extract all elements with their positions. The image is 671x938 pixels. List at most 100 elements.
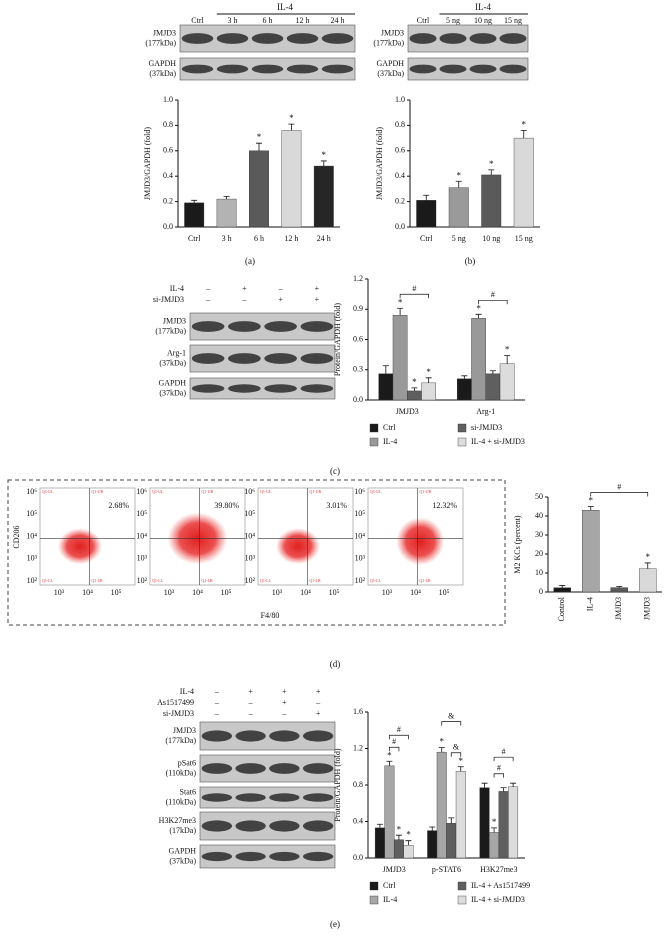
treatment-mark: –: [248, 709, 254, 718]
blot-band: [302, 793, 334, 802]
panel-d-frame: [7, 479, 506, 626]
blot-band: [286, 33, 319, 44]
error-bar: [438, 747, 445, 753]
error-bar: [488, 169, 495, 175]
legend-swatch: [369, 881, 379, 891]
bar: [498, 791, 509, 859]
flow-y-label: CD206: [12, 525, 21, 548]
flow-y-tick: 10³: [245, 554, 256, 563]
treatment-mark: +: [248, 687, 253, 696]
blot-strip: [199, 844, 336, 869]
legend-label: Ctrl: [383, 881, 396, 890]
significance: *: [387, 750, 392, 760]
blot-band: [469, 33, 497, 44]
blot-size: (37kDa): [377, 69, 404, 78]
x-tick-label: 5 ng: [452, 234, 466, 243]
significance: *: [476, 303, 481, 313]
blot-band: [269, 851, 300, 862]
quadrant-label: Q1-LL: [42, 578, 54, 583]
bracket-label: &: [448, 711, 455, 720]
y-tick-label: 0.8: [395, 120, 405, 129]
legend-label: IL-4 + si-JMJD3: [471, 895, 525, 904]
y-tick-label: 1.0: [395, 95, 405, 104]
bar: [553, 587, 572, 593]
blot-size: (177kDa): [373, 38, 404, 47]
treatment-mark: +: [316, 709, 321, 718]
bracket: [493, 756, 514, 762]
blot-band: [235, 730, 266, 742]
significance: *: [646, 552, 651, 562]
error-bar: [382, 365, 389, 374]
x-tick-label: 6 h: [254, 234, 264, 243]
blot-band: [216, 64, 249, 74]
error-bar: [376, 823, 383, 828]
treatment-name: IL-4: [170, 284, 184, 293]
flow-y-tick: 10²: [245, 576, 256, 585]
y-tick-label: 0.0: [395, 222, 405, 231]
y-tick-label: 20: [535, 549, 543, 558]
blot-band: [264, 353, 297, 364]
significance: *: [489, 159, 494, 169]
flow-y-tick: 10⁴: [354, 531, 365, 540]
blot-band: [409, 64, 437, 74]
blot-band: [300, 353, 334, 364]
quadrant-label: Q1-LR: [201, 578, 213, 583]
flow-x-label: F4/80: [261, 611, 280, 620]
blot-band: [302, 820, 334, 832]
x-tick-label: JMJD3: [383, 865, 406, 874]
blot-protein: Stat6: [180, 787, 196, 796]
y-axis-label: JMJD3/GAPDH (fold): [143, 127, 152, 200]
blot-band: [235, 763, 266, 774]
treatment-mark: –: [214, 687, 220, 696]
blot-size: (177kDa): [155, 326, 186, 335]
cell-cloud: [396, 517, 445, 566]
lane-label: 12 h: [296, 16, 310, 25]
blot-band: [251, 33, 284, 44]
blot-header: IL-4: [475, 2, 491, 12]
x-tick-label: 15 ng: [515, 234, 533, 243]
cell-cloud: [275, 528, 320, 565]
quadrant-label: Q1-UL: [260, 489, 272, 494]
blot-band: [439, 64, 467, 74]
treatment-mark: –: [205, 295, 211, 304]
bracket-label: #: [412, 284, 416, 293]
error-bar: [288, 123, 295, 131]
blot-band: [499, 33, 527, 44]
bar: [489, 832, 500, 859]
error-bar: [429, 826, 436, 831]
treatment-mark: –: [248, 698, 254, 707]
blot-size: (177kDa): [145, 38, 176, 47]
flow-y-tick: 10⁶: [354, 487, 365, 496]
panel-label: (c): [330, 466, 340, 476]
blot-protein: pSat6: [178, 758, 196, 767]
y-tick-label: 0.8: [353, 780, 363, 789]
gate-percent: 12.32%: [432, 501, 457, 510]
blot-band: [181, 33, 214, 44]
treatment-mark: +: [282, 698, 287, 707]
treatment-mark: +: [315, 284, 320, 293]
treatment-mark: +: [316, 687, 321, 696]
blot-band: [228, 384, 261, 393]
blot-strip: [189, 377, 336, 400]
blot-protein: Arg-1: [167, 348, 186, 357]
bar: [639, 568, 657, 593]
quadrant-label: Q1-UL: [370, 489, 382, 494]
x-tick-label: 10 ng: [482, 234, 500, 243]
error-bar: [644, 562, 651, 569]
flow-y-tick: 10⁴: [26, 531, 37, 540]
blot-size: (37kDa): [159, 358, 186, 367]
quadrant-label: Q1-LL: [152, 578, 164, 583]
bar: [448, 187, 469, 228]
blot-band: [300, 321, 334, 332]
bar: [455, 771, 466, 859]
significance: *: [522, 120, 527, 130]
blot-band: [191, 321, 225, 332]
error-bar: [397, 307, 404, 316]
legend-swatch: [369, 437, 379, 447]
blot-protein: GAPDH: [168, 846, 196, 855]
x-tick-label: IL-4: [586, 597, 595, 611]
significance: *: [257, 132, 262, 142]
blot-band: [321, 33, 354, 44]
blot-band: [235, 851, 266, 862]
blot-band: [251, 64, 284, 74]
